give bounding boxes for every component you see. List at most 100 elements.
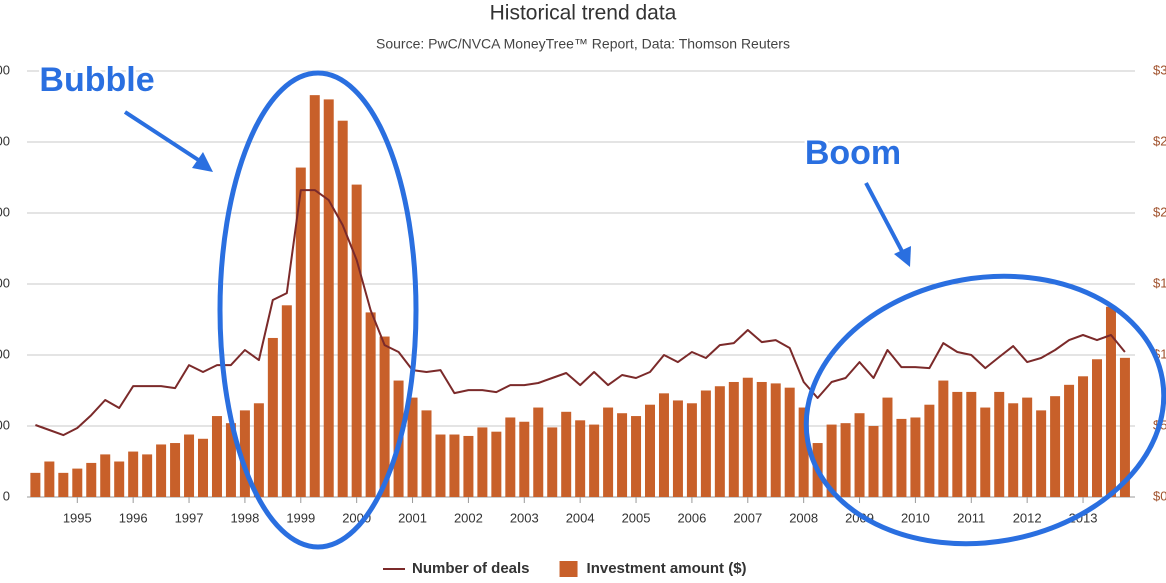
y2-tick-label: $0 <box>1153 488 1166 503</box>
arrow-head <box>894 246 911 267</box>
bar <box>840 423 851 497</box>
bar <box>994 391 1005 497</box>
bar <box>421 410 432 497</box>
y-tick-label: 1500 <box>0 275 10 290</box>
bar <box>156 444 167 497</box>
bar <box>882 397 893 497</box>
y-tick-label: 500 <box>0 417 10 432</box>
bar <box>1022 397 1033 497</box>
bar <box>198 438 209 497</box>
x-tick-label: 2006 <box>677 510 706 525</box>
bar <box>686 403 697 497</box>
legend-label: Number of deals <box>412 560 530 577</box>
bar <box>463 435 474 497</box>
bar <box>351 184 362 497</box>
bar <box>58 472 69 497</box>
bar <box>72 468 83 497</box>
y2-tick-label: $15B <box>1153 275 1166 290</box>
y2-tick-label: $20B <box>1153 204 1166 219</box>
bar <box>952 391 963 497</box>
bar <box>281 305 292 497</box>
bar <box>896 418 907 497</box>
bar <box>505 417 516 497</box>
x-tick-label: 2012 <box>1013 510 1042 525</box>
bar <box>337 120 348 497</box>
boom-ellipse <box>803 273 1166 547</box>
bar <box>86 462 97 497</box>
x-tick-label: 1996 <box>119 510 148 525</box>
bar <box>1064 384 1075 497</box>
x-tick-label: 2005 <box>622 510 651 525</box>
bar <box>435 434 446 497</box>
y-tick-label: 1000 <box>0 346 10 361</box>
line <box>35 189 1126 437</box>
chart-title: Historical trend data <box>490 2 677 25</box>
bar <box>1119 357 1130 497</box>
x-tick-label: 1999 <box>286 510 315 525</box>
legend-swatch <box>559 561 578 577</box>
bar <box>1036 410 1047 497</box>
bar <box>100 454 111 497</box>
x-tick-label: 2011 <box>957 510 985 525</box>
y2-tick-label: $30B <box>1153 62 1166 77</box>
x-tick-label: 2002 <box>454 510 483 525</box>
bar <box>533 407 544 497</box>
arrow-head <box>192 152 213 172</box>
bar <box>854 413 865 497</box>
bar <box>170 443 181 497</box>
bar <box>966 391 977 497</box>
bar <box>700 390 711 497</box>
x-tick-label: 2013 <box>1069 510 1098 525</box>
bar <box>826 424 837 497</box>
y-tick-label: 2000 <box>0 204 10 219</box>
bar <box>211 416 222 497</box>
bar <box>128 451 139 497</box>
annotation: Boom <box>805 134 901 172</box>
bar <box>407 397 418 497</box>
bar <box>142 454 153 497</box>
bar <box>253 403 264 497</box>
bar <box>868 426 879 497</box>
bar <box>742 377 753 497</box>
bar <box>309 95 320 497</box>
bar <box>728 381 739 497</box>
bar <box>295 167 306 497</box>
bar <box>477 427 488 497</box>
arrow <box>123 110 205 165</box>
bar <box>491 431 502 497</box>
bar <box>239 410 250 497</box>
bar <box>1105 306 1116 497</box>
bar <box>980 407 991 497</box>
bar <box>784 387 795 497</box>
bar <box>449 434 460 497</box>
bar <box>575 420 586 497</box>
bar <box>1078 376 1089 497</box>
bar <box>1092 359 1103 497</box>
plot-area: 050010001500200025003000$0$5B$10B$15B$20… <box>0 62 1166 525</box>
bar <box>114 461 125 497</box>
bar <box>267 337 278 497</box>
bar <box>1050 396 1061 497</box>
bar <box>910 417 921 497</box>
bar <box>645 404 656 497</box>
bar <box>589 424 600 497</box>
bar <box>756 381 767 497</box>
bar <box>365 312 376 497</box>
bar <box>379 336 390 497</box>
x-tick-label: 2008 <box>789 510 818 525</box>
annotation-layer <box>123 70 1166 550</box>
bar <box>184 434 195 497</box>
bar <box>1008 403 1019 497</box>
x-tick-label: 2001 <box>398 510 427 525</box>
x-tick-label: 2004 <box>566 510 595 525</box>
bar <box>323 99 334 498</box>
x-tick-label: 2007 <box>733 510 762 525</box>
bar <box>798 407 809 497</box>
bar <box>938 380 949 497</box>
x-tick-label: 1998 <box>230 510 259 525</box>
bar <box>617 413 628 497</box>
x-tick-label: 2010 <box>901 510 930 525</box>
legend-label: Investment amount ($) <box>587 560 747 577</box>
bubble-ellipse <box>217 70 419 550</box>
